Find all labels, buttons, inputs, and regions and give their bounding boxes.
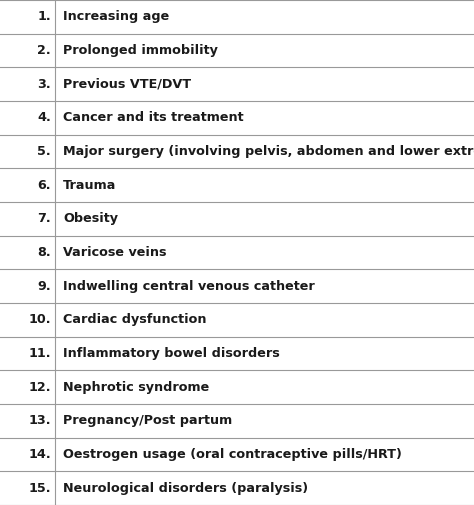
Text: Nephrotic syndrome: Nephrotic syndrome <box>63 381 210 394</box>
Text: Varicose veins: Varicose veins <box>63 246 166 259</box>
Text: 12.: 12. <box>28 381 51 394</box>
Text: 3.: 3. <box>37 78 51 91</box>
Text: Prolonged immobility: Prolonged immobility <box>63 44 218 57</box>
Text: 14.: 14. <box>28 448 51 461</box>
Text: Previous VTE/DVT: Previous VTE/DVT <box>63 78 191 91</box>
Text: 7.: 7. <box>37 212 51 225</box>
Text: 6.: 6. <box>37 179 51 192</box>
Text: 4.: 4. <box>37 111 51 124</box>
Text: Cardiac dysfunction: Cardiac dysfunction <box>63 313 207 326</box>
Text: Neurological disorders (paralysis): Neurological disorders (paralysis) <box>63 482 308 495</box>
Text: Inflammatory bowel disorders: Inflammatory bowel disorders <box>63 347 280 360</box>
Text: 15.: 15. <box>28 482 51 495</box>
Text: Pregnancy/Post partum: Pregnancy/Post partum <box>63 414 232 427</box>
Text: 9.: 9. <box>37 280 51 293</box>
Text: 11.: 11. <box>28 347 51 360</box>
Text: 1.: 1. <box>37 10 51 23</box>
Text: Oestrogen usage (oral contraceptive pills/HRT): Oestrogen usage (oral contraceptive pill… <box>63 448 402 461</box>
Text: Cancer and its treatment: Cancer and its treatment <box>63 111 244 124</box>
Text: Obesity: Obesity <box>63 212 118 225</box>
Text: Increasing age: Increasing age <box>63 10 169 23</box>
Text: Indwelling central venous catheter: Indwelling central venous catheter <box>63 280 315 293</box>
Text: Major surgery (involving pelvis, abdomen and lower extremities): Major surgery (involving pelvis, abdomen… <box>63 145 474 158</box>
Text: 8.: 8. <box>37 246 51 259</box>
Text: 5.: 5. <box>37 145 51 158</box>
Text: Trauma: Trauma <box>63 179 117 192</box>
Text: 10.: 10. <box>28 313 51 326</box>
Text: 2.: 2. <box>37 44 51 57</box>
Text: 13.: 13. <box>28 414 51 427</box>
